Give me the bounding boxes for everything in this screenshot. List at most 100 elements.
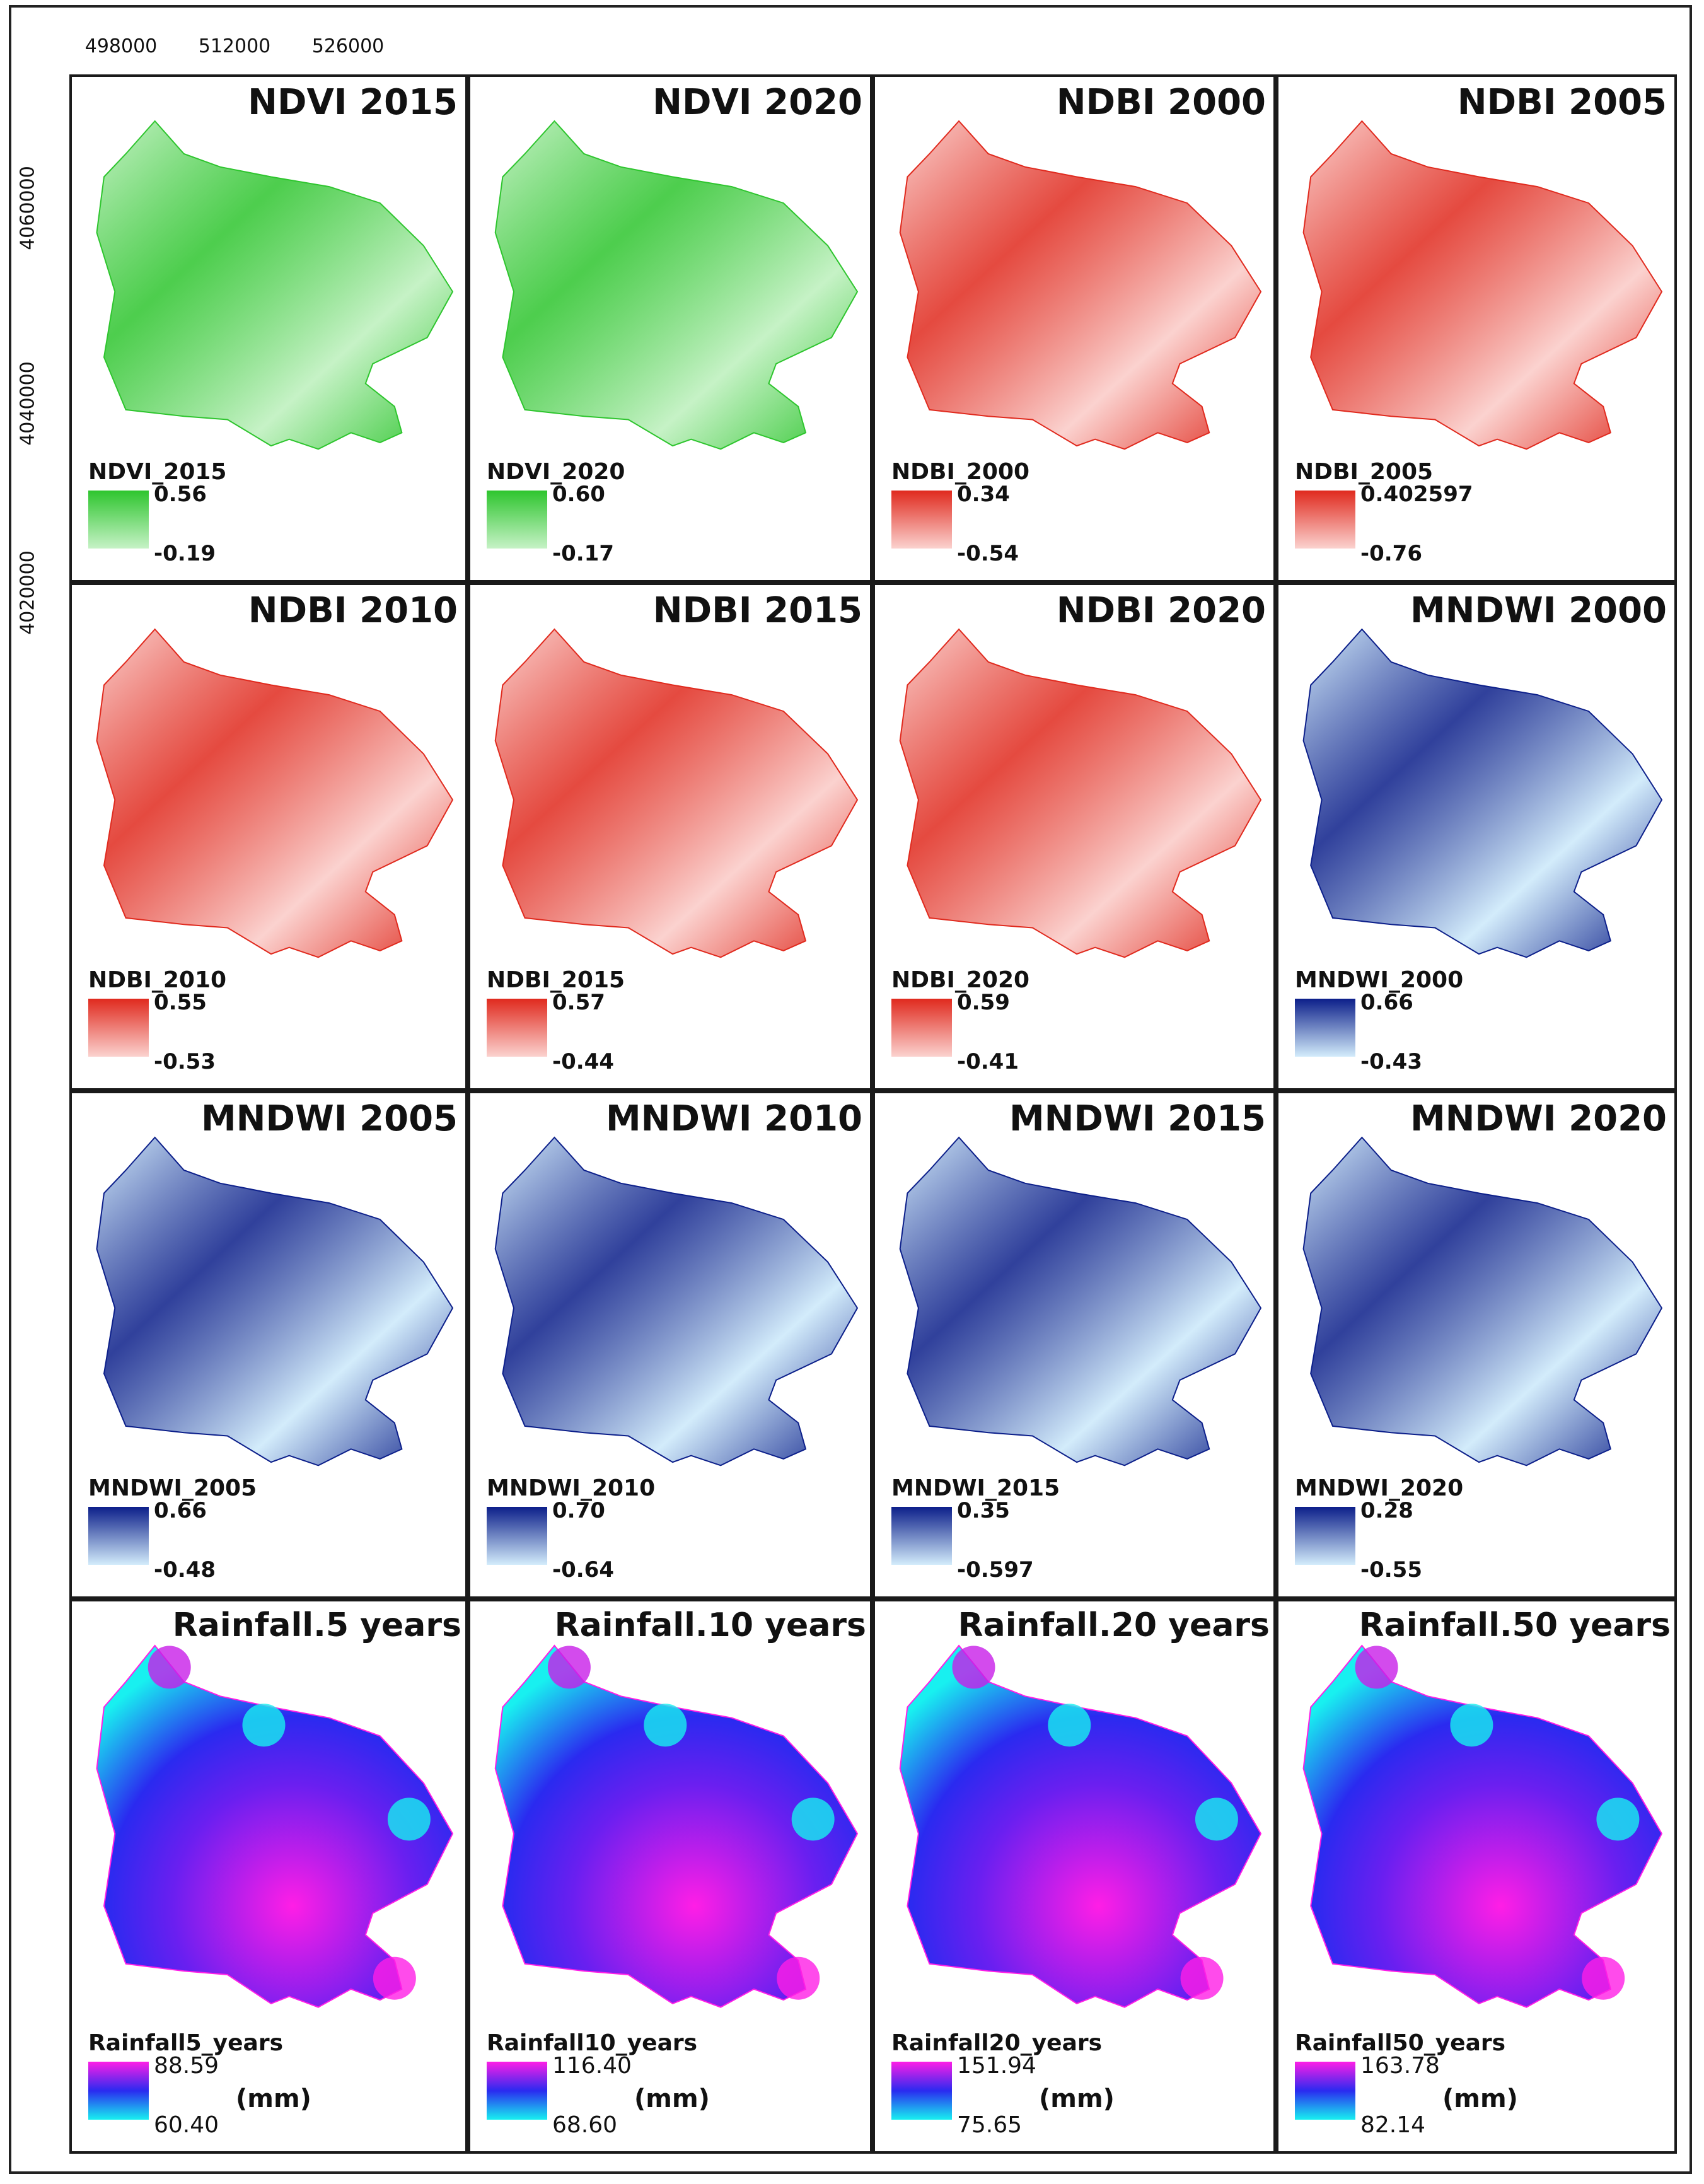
region-map <box>494 628 859 958</box>
x-tick-label: 498000 <box>84 35 158 57</box>
panel-title: NDBI 2010 <box>248 590 458 631</box>
map-panel: MNDWI 2005 MNDWI_2005 0.66 -0.48 <box>69 1091 468 1599</box>
region-shape <box>96 1136 454 1467</box>
map-panel: NDBI 2015 NDBI_2015 0.57 -0.44 <box>468 583 872 1091</box>
legend-min-value: -0.43 <box>1360 1049 1422 1074</box>
rainfall-hotspot <box>952 1646 995 1689</box>
region-map <box>899 1644 1262 2008</box>
region-shape <box>494 1136 859 1467</box>
legend-title: NDBI_2000 <box>891 459 1030 485</box>
legend-title: MNDWI_2000 <box>1295 967 1464 993</box>
region-map <box>494 120 859 450</box>
legend-color-ramp <box>487 491 547 549</box>
region-map <box>899 1136 1262 1467</box>
legend-title: Rainfall50_years <box>1295 2030 1506 2056</box>
region-map <box>96 1644 454 2008</box>
map-panel: MNDWI 2015 MNDWI_2015 0.35 -0.597 <box>872 1091 1276 1599</box>
region-shape <box>1302 120 1663 450</box>
y-tick-label: 4060000 <box>16 166 39 250</box>
legend-max-value: 0.59 <box>957 990 1010 1015</box>
legend-color-ramp <box>891 999 952 1057</box>
legend-max-value: 0.35 <box>957 1498 1010 1523</box>
rainfall-hotspot <box>791 1798 835 1841</box>
region-shape <box>899 1644 1262 2008</box>
map-panel: NDBI 2020 NDBI_2020 0.59 -0.41 <box>872 583 1276 1091</box>
region-shape <box>494 628 859 958</box>
legend-color-ramp <box>1295 2062 1355 2120</box>
legend-max-value: 116.40 <box>552 2053 632 2079</box>
legend-max-value: 0.57 <box>552 990 605 1015</box>
region-shape <box>494 1644 859 2008</box>
legend-max-value: 0.28 <box>1360 1498 1413 1523</box>
map-panel: MNDWI 2020 MNDWI_2020 0.28 -0.55 <box>1276 1091 1677 1599</box>
panel-title: NDBI 2005 <box>1457 82 1667 123</box>
legend-min-value: -0.19 <box>154 541 216 566</box>
legend-color-ramp <box>891 2062 952 2120</box>
legend-title: NDBI_2010 <box>88 967 227 993</box>
region-map <box>899 628 1262 958</box>
rainfall-hotspot <box>148 1646 191 1689</box>
panel-title: NDVI 2015 <box>248 82 458 123</box>
legend-min-value: -0.44 <box>552 1049 614 1074</box>
legend-min-value: 68.60 <box>552 2112 618 2138</box>
legend-title: NDBI_2005 <box>1295 459 1434 485</box>
legend-color-ramp <box>1295 1507 1355 1565</box>
legend-max-value: 0.66 <box>154 1498 207 1523</box>
legend-color-ramp <box>88 999 149 1057</box>
region-shape <box>96 1644 454 2008</box>
legend-title: NDVI_2015 <box>88 459 227 485</box>
region-map <box>1302 1136 1663 1467</box>
panel-title: NDBI 2020 <box>1056 590 1266 631</box>
rainfall-hotspot <box>777 1956 820 2000</box>
legend-color-ramp <box>487 2062 547 2120</box>
legend-min-value: -0.53 <box>154 1049 216 1074</box>
rainfall-hotspot <box>1048 1704 1091 1747</box>
region-shape <box>1302 1136 1663 1467</box>
legend-title: Rainfall20_years <box>891 2030 1103 2056</box>
legend-max-value: 0.34 <box>957 482 1010 507</box>
panel-title: MNDWI 2005 <box>200 1098 458 1139</box>
legend-min-value: -0.17 <box>552 541 614 566</box>
legend-max-value: 88.59 <box>154 2053 219 2079</box>
map-panel: NDBI 2005 NDBI_2005 0.402597 -0.76 <box>1276 74 1677 583</box>
legend-max-value: 0.402597 <box>1360 482 1473 507</box>
panel-title: NDBI 2000 <box>1056 82 1266 123</box>
legend-color-ramp <box>88 491 149 549</box>
rainfall-hotspot <box>387 1798 431 1841</box>
region-map <box>494 1644 859 2008</box>
panel-title: MNDWI 2020 <box>1410 1098 1667 1139</box>
legend-title: NDVI_2020 <box>487 459 625 485</box>
legend-max-value: 0.56 <box>154 482 207 507</box>
legend-color-ramp <box>487 999 547 1057</box>
figure-frame <box>9 5 1692 2174</box>
legend-color-ramp <box>891 1507 952 1565</box>
panel-title: Rainfall.5 years <box>172 1606 461 1644</box>
legend-title: Rainfall5_years <box>88 2030 284 2056</box>
map-panel: NDVI 2020 NDVI_2020 0.60 -0.17 <box>468 74 872 583</box>
legend-min-value: -0.54 <box>957 541 1019 566</box>
y-tick-label: 4040000 <box>16 361 39 446</box>
map-panel: Rainfall.50 years Rainfall50_years 163.78 8… <box>1276 1599 1677 2154</box>
panel-title: Rainfall.50 years <box>1359 1606 1671 1644</box>
region-map <box>1302 120 1663 450</box>
rainfall-hotspot <box>373 1956 416 2000</box>
legend-title: MNDWI_2005 <box>88 1475 257 1501</box>
region-shape <box>899 628 1262 958</box>
legend-min-value: -0.597 <box>957 1557 1034 1583</box>
legend-color-ramp <box>1295 491 1355 549</box>
legend-max-value: 0.66 <box>1360 990 1413 1015</box>
legend-min-value: -0.64 <box>552 1557 614 1583</box>
map-panel: Rainfall.20 years Rainfall20_years 151.94 7… <box>872 1599 1276 2154</box>
rainfall-hotspot <box>644 1704 687 1747</box>
legend-min-value: -0.76 <box>1360 541 1422 566</box>
rainfall-hotspot <box>547 1646 591 1689</box>
region-shape <box>494 120 859 450</box>
legend-color-ramp <box>88 2062 149 2120</box>
legend-color-ramp <box>1295 999 1355 1057</box>
legend-title: MNDWI_2010 <box>487 1475 656 1501</box>
panel-title: MNDWI 2015 <box>1009 1098 1266 1139</box>
map-panel: Rainfall.5 years Rainfall5_years 88.59 60.4… <box>69 1599 468 2154</box>
legend-title: MNDWI_2015 <box>891 1475 1060 1501</box>
region-shape <box>899 1136 1262 1467</box>
legend-min-value: 60.40 <box>154 2112 219 2138</box>
